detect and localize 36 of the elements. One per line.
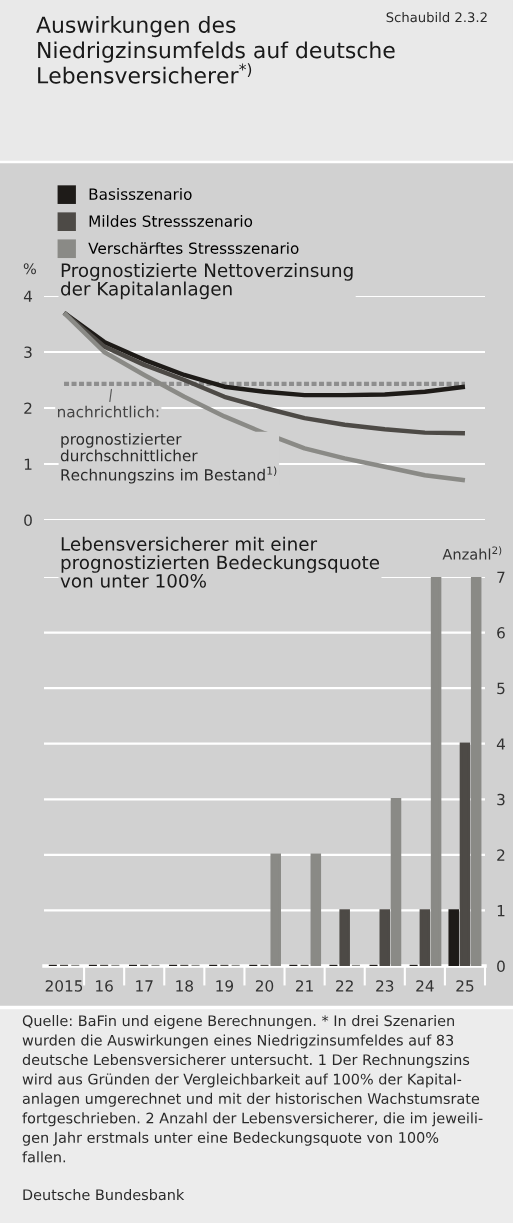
y-tick-label: 2 <box>24 402 32 414</box>
x-tick-label: 25 <box>456 980 474 992</box>
legend-label: Basisszenario <box>89 188 192 200</box>
x-tick-label: 16 <box>96 980 113 992</box>
y-tick-label: 7 <box>497 571 505 583</box>
y-tick-label: 1 <box>497 905 505 917</box>
text: Deutsche Bundesbank <box>23 1189 185 1201</box>
annotation: nachrichtlich: <box>57 405 159 418</box>
x-tick-label: 22 <box>336 980 353 992</box>
chart-subtitle: Prognostizierte Nettoverzinsung der Kapitalanlagen <box>61 263 353 300</box>
legend-label: Verschärftes Stressszenario <box>88 242 299 254</box>
x-tick-label: 2015 <box>45 980 83 992</box>
text: Schaubild 2.3.2 <box>386 12 487 23</box>
annotation: prognostizierter durchschnittlicher Rechnungszins im Bestand$^{1)}$ <box>60 433 277 484</box>
y-tick-label: 0 <box>24 514 32 527</box>
x-tick-label: 18 <box>176 980 193 992</box>
x-tick-label: 24 <box>416 980 434 992</box>
y-tick-label: 1 <box>24 458 32 470</box>
y-tick-label: 4 <box>23 290 33 302</box>
y-tick-label: 3 <box>24 346 32 359</box>
y-tick-label: 6 <box>497 627 505 639</box>
legend-label: Mildes Stressszenario <box>89 215 253 227</box>
x-tick-label: 19 <box>216 980 234 992</box>
x-tick-label: 20 <box>255 980 274 992</box>
y-tick-label: 0 <box>497 960 505 973</box>
y-tick-label: 2 <box>497 849 505 861</box>
source-note: Quelle: BaFin und eigene Berechnungen. * In drei Szenarien wurden die Auswirkungen eines Niedrigzinsumfeldes auf 83 deutsche Lebensversicherer untersucht. 1 Der Rechnungszins wird aus Gründen der Vergleichbarkeit auf 100% der Kapital- anlagen umgerechnet und mit der historischen Wachstumsrate fortgeschrieben. 2 Anzahl der Lebensversicherer, die im jeweili- gen Jahr erstmals unter eine Bedeckungsquote von 100% fallen. <box>22 1015 483 1163</box>
chart-title: Lebensversicherer mit einer prognostizierten Bedeckungsquote von unter 100% <box>60 536 380 588</box>
y-tick-label: 4 <box>496 738 505 750</box>
x-tick-label: 17 <box>136 980 153 992</box>
y-axis-title: Anzahl$^{2)}$ <box>442 546 502 560</box>
y-axis-title: % <box>23 263 37 275</box>
x-tick-label: 21 <box>295 980 313 992</box>
y-tick-label: 3 <box>497 793 505 806</box>
y-tick-label: 5 <box>497 682 505 695</box>
x-tick-label: 23 <box>376 980 394 992</box>
